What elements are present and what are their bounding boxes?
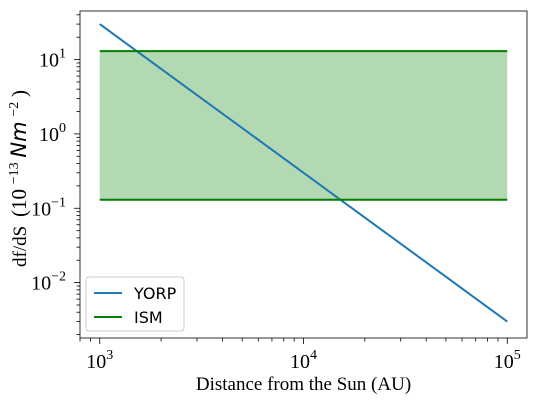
y-axis-label-unit-tail: Nm [7, 121, 31, 157]
y-tick-label: 100 [39, 121, 66, 146]
x-tick-label: 103 [86, 348, 113, 373]
line-layer [99, 23, 508, 323]
legend: YORP ISM [85, 276, 185, 332]
y-axis-label-unit-tail-exp: −2 [7, 102, 22, 117]
y-axis-label-unit-exp: −13 [7, 162, 22, 184]
x-tick-label: 105 [494, 348, 521, 373]
y-tick-label: 101 [39, 47, 66, 72]
legend-label-ism: ISM [134, 308, 163, 327]
y-tick-label: 10−1 [31, 195, 66, 220]
x-tick-label: 104 [290, 348, 317, 373]
y-axis-label-close: ) [7, 90, 31, 97]
ism-band-fill [99, 51, 508, 200]
legend-label-yorp: YORP [133, 284, 177, 303]
y-axis-label-main: df/dS [10, 226, 31, 267]
band-layer [99, 51, 508, 200]
yorp-line [99, 23, 508, 323]
tick-layer: 103 104 105 10−2 10−1 100 101 [31, 14, 521, 373]
y-tick-label: 10−2 [31, 270, 66, 295]
y-axis-label-unit: (10 [7, 189, 31, 217]
x-axis-label: Distance from the Sun (AU) [196, 374, 411, 395]
y-axis-label: df/dS (10 −13 Nm −2 ) [2, 90, 31, 267]
